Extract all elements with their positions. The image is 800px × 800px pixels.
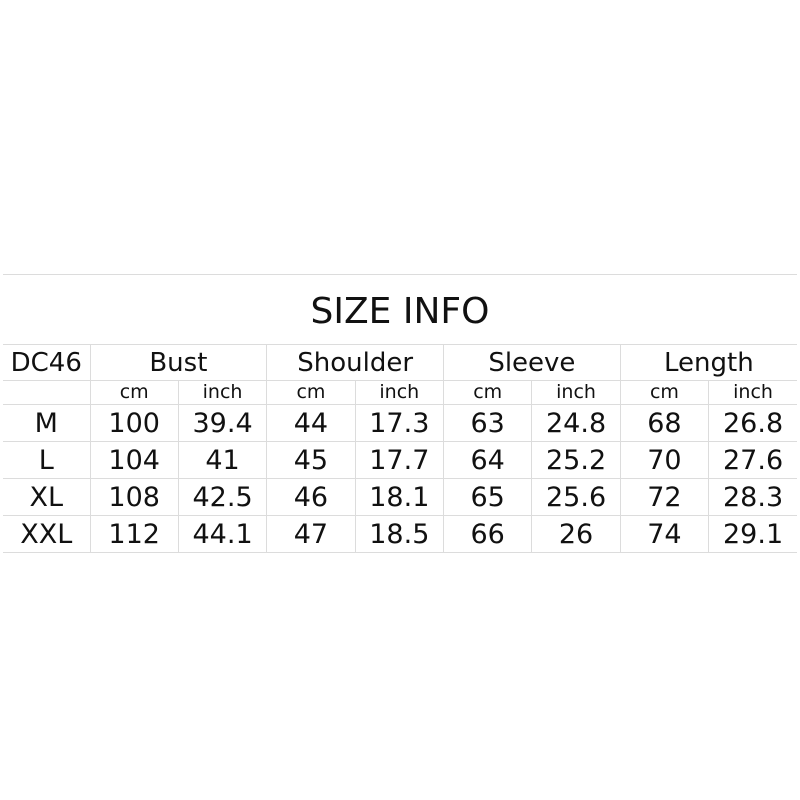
measurement-cell: 44.1 (177, 515, 268, 553)
column-group-length: Length (619, 344, 797, 381)
measurement-cell: 25.2 (531, 441, 621, 479)
measurement-cell: 45 (266, 441, 356, 479)
measurement-cell: 17.3 (354, 404, 445, 442)
measurement-cell: 66 (442, 515, 533, 553)
measurement-cell: 17.7 (354, 441, 445, 479)
measurement-cell: 26.8 (708, 404, 797, 442)
size-label: L (3, 441, 91, 479)
measurement-cell: 64 (442, 441, 533, 479)
measurement-cell: 27.6 (708, 441, 797, 479)
measurement-cell: 41 (177, 441, 268, 479)
measurement-cell: 100 (89, 404, 179, 442)
unit-header-cm: cm (619, 380, 710, 405)
measurement-cell: 72 (619, 478, 710, 516)
unit-header-inch: inch (177, 380, 268, 405)
table-title: SIZE INFO (3, 274, 797, 345)
unit-header-inch: inch (354, 380, 445, 405)
size-label: XL (3, 478, 91, 516)
model-code: DC46 (3, 344, 91, 381)
measurement-cell: 46 (266, 478, 356, 516)
table-row: M 100 39.4 44 17.3 63 24.8 68 26.8 (3, 404, 797, 442)
measurement-cell: 26 (531, 515, 621, 553)
unit-header-cm: cm (89, 380, 179, 405)
measurement-cell: 68 (619, 404, 710, 442)
measurement-cell: 29.1 (708, 515, 797, 553)
measurement-cell: 108 (89, 478, 179, 516)
column-group-shoulder: Shoulder (266, 344, 444, 381)
measurement-cell: 28.3 (708, 478, 797, 516)
measurement-cell: 24.8 (531, 404, 621, 442)
unit-header-inch: inch (708, 380, 797, 405)
measurement-cell: 25.6 (531, 478, 621, 516)
measurement-cell: 65 (442, 478, 533, 516)
measurement-cell: 47 (266, 515, 356, 553)
empty-cell (3, 380, 91, 405)
table-row: L 104 41 45 17.7 64 25.2 70 27.6 (3, 441, 797, 479)
unit-header-cm: cm (442, 380, 533, 405)
size-label: XXL (3, 515, 91, 553)
size-chart-table: SIZE INFO DC46 Bust Shoulder Sleeve Length … (3, 274, 797, 553)
measurement-cell: 42.5 (177, 478, 268, 516)
unit-header-inch: inch (531, 380, 621, 405)
table-row: XXL 112 44.1 47 18.5 66 26 74 29.1 (3, 515, 797, 553)
size-label: M (3, 404, 91, 442)
measurement-cell: 63 (442, 404, 533, 442)
measurement-cell: 44 (266, 404, 356, 442)
measurement-cell: 18.1 (354, 478, 445, 516)
column-group-sleeve: Sleeve (443, 344, 621, 381)
column-group-bust: Bust (89, 344, 268, 381)
measurement-cell: 70 (619, 441, 710, 479)
table-row: XL 108 42.5 46 18.1 65 25.6 72 28.3 (3, 478, 797, 516)
measurement-cell: 39.4 (177, 404, 268, 442)
measurement-cell: 74 (619, 515, 710, 553)
unit-header-cm: cm (266, 380, 356, 405)
measurement-cell: 112 (89, 515, 179, 553)
measurement-cell: 18.5 (354, 515, 445, 553)
measurement-cell: 104 (89, 441, 179, 479)
